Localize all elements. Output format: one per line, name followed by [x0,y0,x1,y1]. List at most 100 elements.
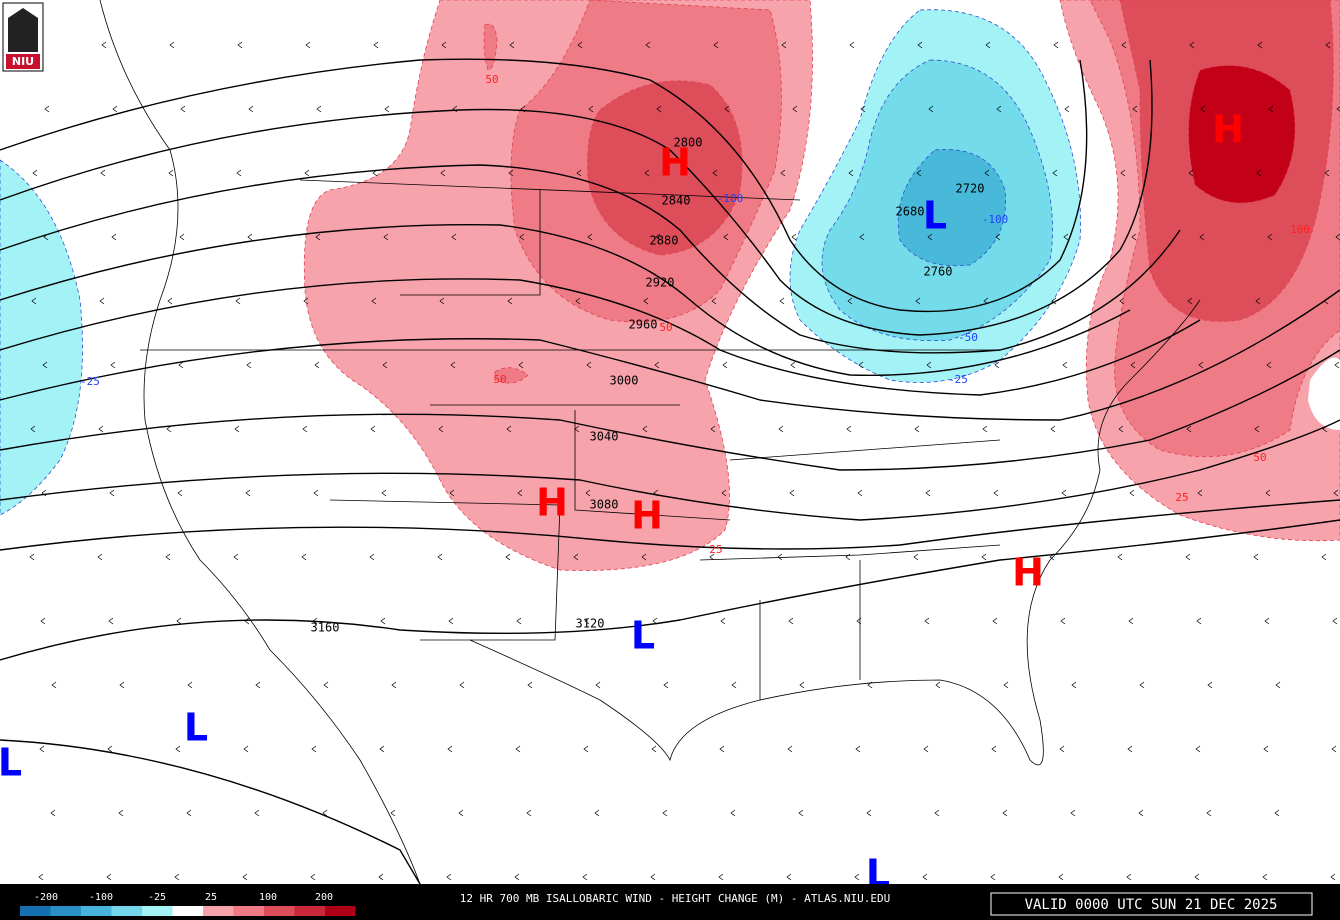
wind-barb [43,233,49,241]
wind-barb [847,297,853,305]
wind-barb [1324,169,1330,177]
wind-barb [594,809,600,817]
wind-barb [788,617,794,625]
wind-barb [509,41,515,49]
wind-barb [724,105,730,113]
wind-barb [303,297,309,305]
wind-barb [1267,233,1273,241]
wind-barb [51,681,57,689]
wind-barb [1060,617,1066,625]
wind-barb [642,425,648,433]
wind-barb [1199,233,1205,241]
legend-label: 25 [205,892,217,903]
wind-barb [39,745,45,753]
wind-barb [719,745,725,753]
wind-barb [720,617,726,625]
wind-barb [311,745,317,753]
legend: -200 -100 -25 25 100 200 [20,892,356,916]
wind-barb [1126,873,1132,881]
legend-swatch [111,906,142,916]
wind-barb [982,425,988,433]
wind-barb [518,361,524,369]
wind-barb [31,297,37,305]
wind-barb [641,553,647,561]
wind-barb [1207,681,1213,689]
wind-barb [1206,809,1212,817]
contour-label: 2840 [662,194,691,208]
wind-barb [1264,617,1270,625]
wind-barb [166,425,172,433]
legend-swatch [172,906,203,916]
wind-barb [718,873,724,881]
wind-barb [441,41,447,49]
wind-barb [244,617,250,625]
wind-barb [165,553,171,561]
contour-label: 2920 [646,276,675,290]
wind-barb [780,169,786,177]
wind-barb [1061,489,1067,497]
wind-barb [1321,553,1327,561]
wind-barb [584,617,590,625]
wind-barb [854,873,860,881]
wind-barb [585,489,591,497]
wind-barb [857,489,863,497]
wind-barb [448,617,454,625]
wind-barb [575,297,581,305]
wind-barb [106,873,112,881]
logo-text: NIU [12,55,34,68]
wind-barb [935,681,941,689]
wind-barb [799,681,805,689]
wind-barb [312,617,318,625]
wind-barb [1062,361,1068,369]
wind-barb [370,425,376,433]
wind-barb [1050,425,1056,433]
wind-barb [168,169,174,177]
legend-label: -25 [148,892,166,903]
wind-barb [586,361,592,369]
wind-barb [449,489,455,497]
wind-barb [100,169,106,177]
shading [303,0,1340,571]
wind-barb [440,169,446,177]
wind-barb [41,489,47,497]
legend-swatch [142,906,173,916]
wind-barb [438,425,444,433]
valid-box [990,892,1313,916]
wind-barb [1003,681,1009,689]
wind-barb [1333,489,1339,497]
wind-barb [247,233,253,241]
wind-barb [44,105,50,113]
low-center: L [923,194,947,238]
wind-barb [789,489,795,497]
wind-barb [520,105,526,113]
wind-barb [459,681,465,689]
wind-barb [710,425,716,433]
wind-barb [1323,297,1329,305]
wind-barb [985,41,991,49]
wind-barb [1063,233,1069,241]
legend-swatch [325,906,356,916]
legend-swatch [81,906,112,916]
wind-barb [315,233,321,241]
wind-barb [97,553,103,561]
wind-barb [108,617,114,625]
legend-label: 200 [315,892,333,903]
contour-label: 2800 [674,136,703,150]
wind-barb [527,681,533,689]
wind-barb [383,233,389,241]
wind-barb [517,489,523,497]
wind-barb [246,361,252,369]
wind-barb [582,873,588,881]
wind-barb [914,425,920,433]
wind-barb [856,617,862,625]
wind-barb [1130,361,1136,369]
borders [99,0,1201,885]
footer-title: 12 HR 700 MB ISALLOBARIC WIND - HEIGHT C… [460,892,890,905]
wind-barb [112,105,118,113]
logo: NIU [2,2,44,72]
wind-barb [243,745,249,753]
wind-barb [934,809,940,817]
wind-barb [169,41,175,49]
wind-barb [993,489,999,497]
wind-barb [242,873,248,881]
